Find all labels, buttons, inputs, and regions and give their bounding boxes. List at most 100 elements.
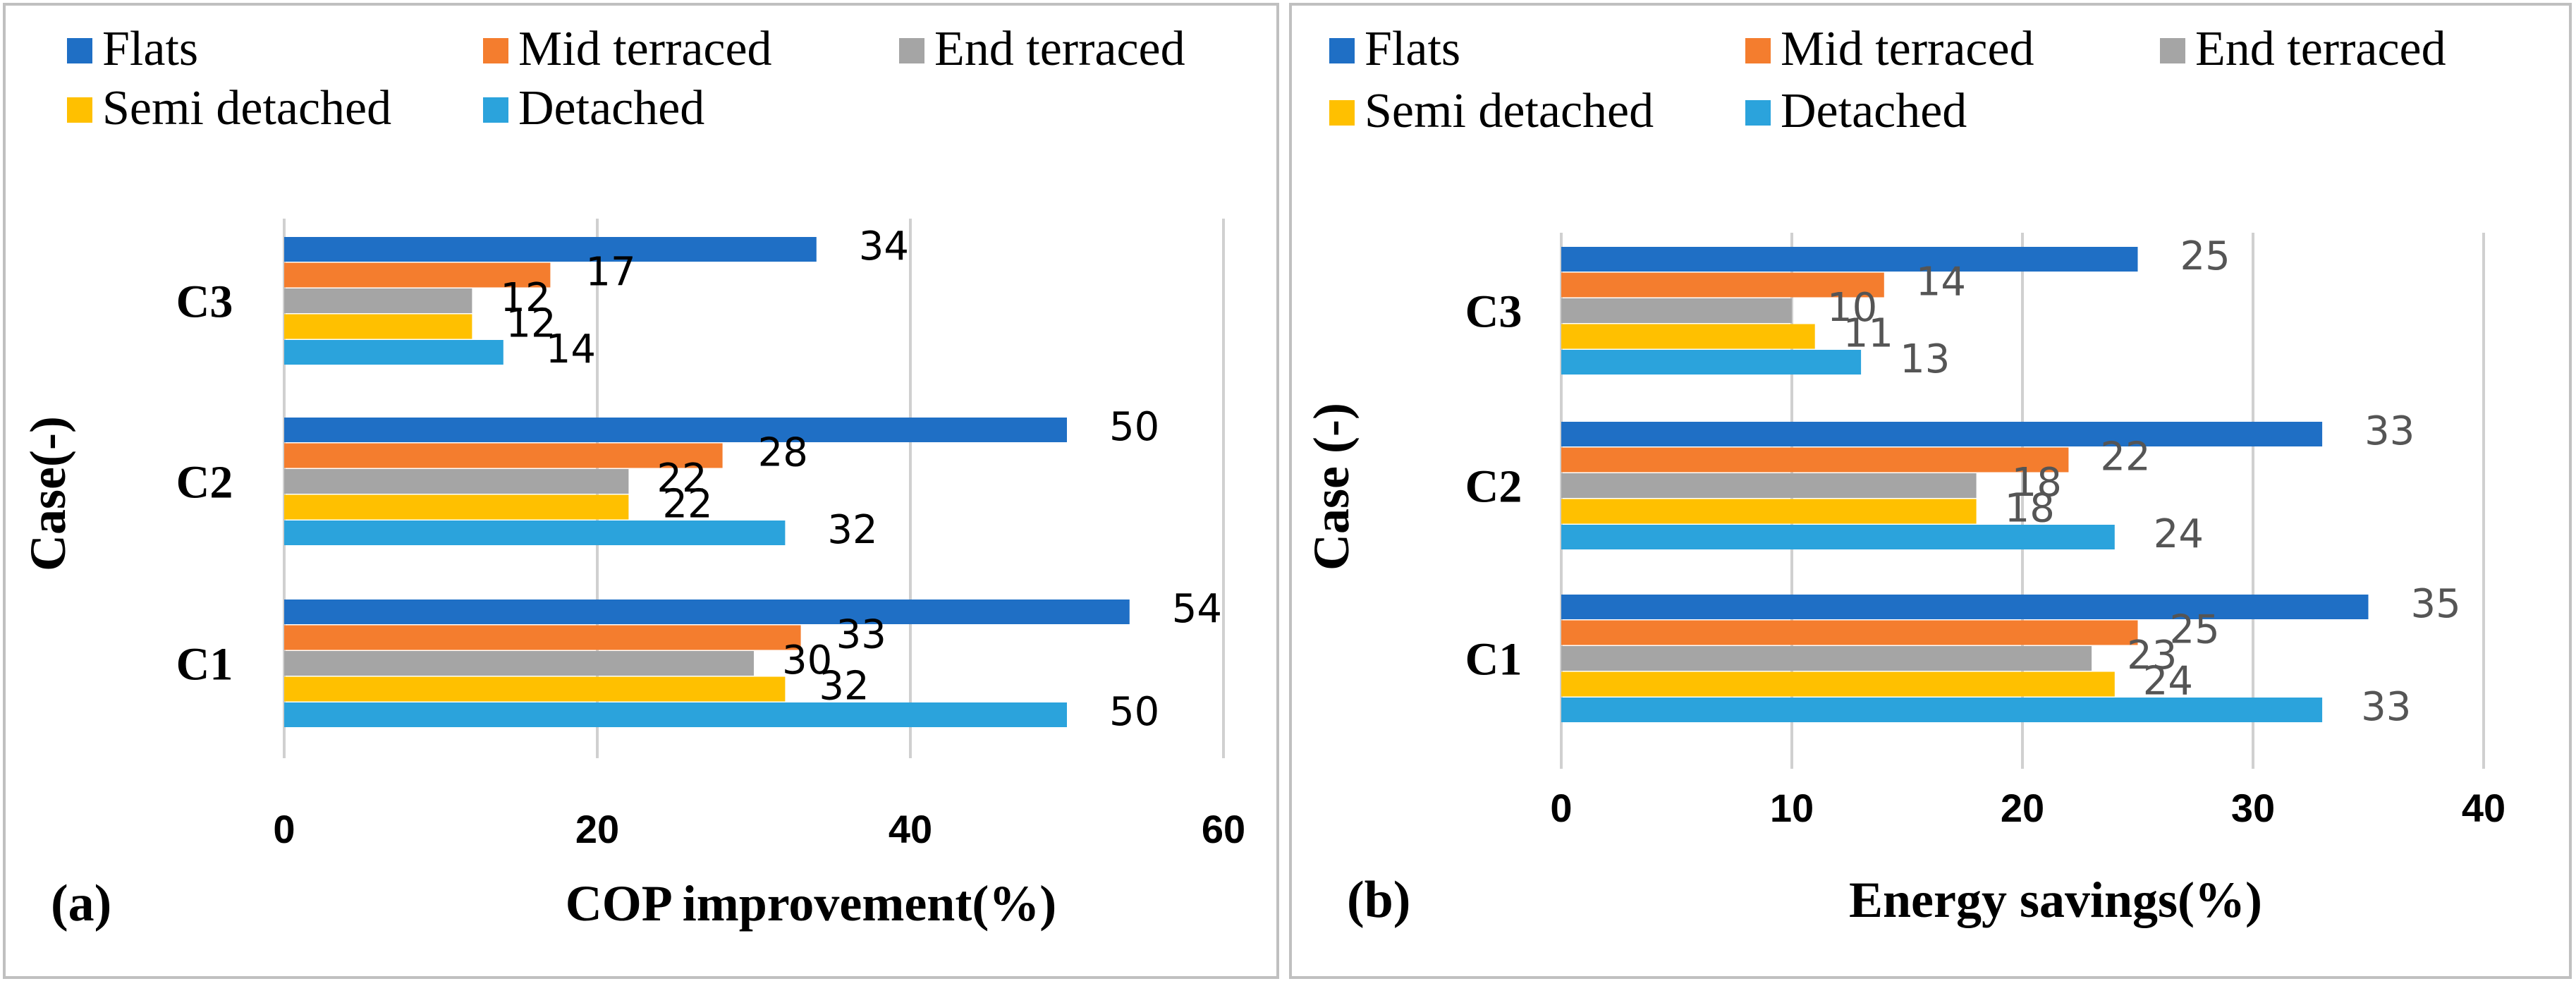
x-axis-title: Energy savings(%) (1849, 872, 2262, 928)
legend-swatch (483, 97, 508, 123)
panel-label: (b) (1347, 871, 1410, 929)
data-label: 18 (2005, 486, 2055, 532)
data-label: 12 (506, 301, 556, 347)
chart-panel-b: 0 10 20 30 40 Flats Mid terraced End terraced Se… (1289, 3, 2572, 979)
legend-label: End terraced (2195, 22, 2446, 76)
chart-panel-a: 0 20 40 60 Flats Mid terraced End terraced Semi… (3, 3, 1279, 979)
bar-c2-detached (1561, 525, 2115, 549)
legend-item-detached: Detached (483, 81, 704, 135)
legend-item-end-terraced: End terraced (2160, 22, 2446, 76)
data-label: 22 (2100, 434, 2150, 480)
x-tick-label: 30 (2231, 786, 2275, 830)
bar-c3-detached (284, 340, 503, 365)
bar-c2-end-terraced (1561, 473, 1977, 498)
data-label: 50 (1109, 404, 1159, 450)
bar-c2-detached (284, 521, 786, 545)
x-tick-label: 40 (2462, 786, 2505, 830)
category-label-c1: C1 (176, 638, 233, 690)
legend-swatch (1329, 38, 1355, 63)
bar-c3-end-terraced (1561, 298, 1792, 323)
data-label: 32 (819, 664, 869, 710)
legend-item-end-terraced: End terraced (899, 22, 1185, 76)
data-label: 14 (1916, 260, 1966, 305)
legend-item-semi-detached: Semi detached (1329, 84, 1654, 138)
x-tick-label: 0 (273, 807, 295, 851)
x-tick-label: 0 (1550, 786, 1572, 830)
data-label: 13 (1900, 336, 1950, 382)
bar-c2-semi-detached (1561, 499, 1977, 524)
bar-c3-end-terraced (284, 288, 472, 313)
legend-label: Mid terraced (1781, 22, 2034, 76)
data-label: 25 (2180, 233, 2230, 279)
category-label-c1: C1 (1465, 633, 1522, 685)
data-label: 22 (662, 482, 712, 528)
x-tick-label: 60 (1202, 807, 1245, 851)
bar-c2-end-terraced (284, 469, 629, 494)
legend-item-mid-terraced: Mid terraced (483, 22, 772, 76)
legend-item-mid-terraced: Mid terraced (1745, 22, 2034, 76)
legend-swatch (1745, 100, 1771, 126)
legend-item-flats: Flats (67, 22, 198, 76)
panel-frame (3, 3, 1279, 979)
data-label: 35 (2411, 581, 2461, 627)
data-label: 34 (859, 224, 909, 269)
x-axis-title: COP improvement(%) (566, 875, 1057, 932)
legend-swatch (67, 38, 92, 63)
bar-c3-mid-terraced (284, 262, 551, 288)
legend-swatch (67, 97, 92, 123)
data-label: 54 (1172, 586, 1222, 632)
legend-item-flats: Flats (1329, 22, 1460, 76)
bar-c1-semi-detached (1561, 671, 2115, 697)
data-label: 23 (2127, 633, 2177, 678)
legend-label: Flats (1365, 22, 1460, 76)
panel-label: (a) (51, 875, 111, 932)
data-label: 30 (782, 638, 832, 683)
legend-swatch (899, 38, 924, 63)
x-tick-label: 20 (2001, 786, 2044, 830)
legend-label: Flats (102, 22, 198, 76)
bar-c2-flats (284, 418, 1067, 442)
category-label-c3: C3 (176, 276, 233, 327)
bar-c3-flats (1561, 247, 2138, 272)
category-label-c3: C3 (1465, 286, 1522, 337)
legend-label: Semi detached (1365, 84, 1654, 138)
panel-frame (1289, 3, 2572, 979)
legend-item-detached: Detached (1745, 84, 1967, 138)
bar-c2-flats (1561, 422, 2323, 446)
data-label: 11 (1843, 311, 1893, 357)
data-label: 28 (758, 430, 808, 476)
data-label: 10 (1827, 285, 1877, 331)
data-label: 25 (2170, 607, 2220, 653)
bar-c1-end-terraced (1561, 646, 2092, 671)
x-tick-label: 40 (889, 807, 932, 851)
data-label: 50 (1109, 689, 1159, 735)
bar-c3-semi-detached (284, 314, 472, 339)
bar-c1-flats (1561, 595, 2369, 619)
bar-c1-detached (1561, 698, 2323, 722)
data-label: 22 (657, 456, 707, 501)
data-label: 24 (2154, 511, 2204, 557)
bar-c3-mid-terraced (1561, 272, 1884, 298)
legend-label: End terraced (934, 22, 1185, 76)
data-label: 18 (2012, 460, 2062, 506)
legend-item-semi-detached: Semi detached (67, 81, 391, 135)
legend-swatch (1745, 38, 1771, 63)
bar-c1-semi-detached (284, 676, 786, 702)
y-axis-title: Case (-) (1303, 403, 1360, 571)
x-tick-label: 10 (1770, 786, 1814, 830)
data-label: 17 (585, 250, 635, 296)
bar-c1-mid-terraced (284, 625, 801, 650)
data-label: 33 (2364, 408, 2415, 454)
data-label: 33 (836, 612, 886, 658)
legend-label: Mid terraced (518, 22, 772, 76)
y-axis-title: Case(-) (20, 416, 76, 571)
legend-label: Semi detached (102, 81, 391, 135)
category-label-c2: C2 (176, 456, 233, 508)
bar-c1-detached (284, 702, 1067, 727)
data-label: 14 (546, 327, 596, 372)
bar-c1-end-terraced (284, 651, 754, 676)
legend-label: Detached (518, 81, 704, 135)
bar-c1-mid-terraced (1561, 620, 2138, 645)
bar-c2-mid-terraced (284, 443, 723, 468)
